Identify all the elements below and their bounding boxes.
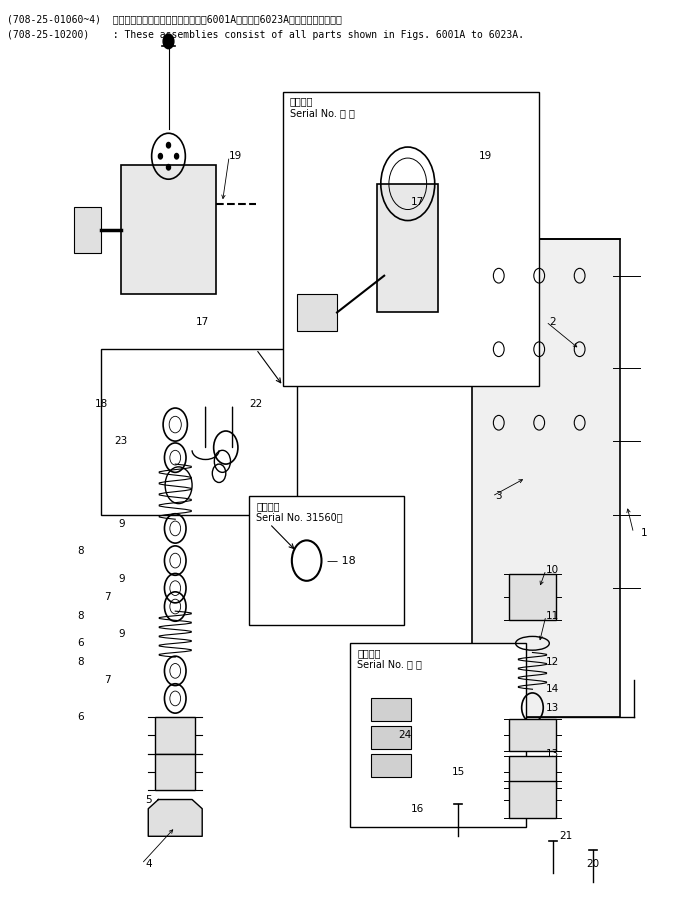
Text: 9: 9 [118,519,125,528]
Text: 1: 1 [640,528,647,538]
Circle shape [175,153,179,159]
Text: 19: 19 [229,152,243,161]
Text: 7: 7 [104,675,111,685]
Text: 21: 21 [559,832,573,841]
Text: (708-25-10200)    : These assemblies consist of all parts shown in Figs. 6001A t: (708-25-10200) : These assemblies consis… [7,30,524,40]
Bar [371,698,411,721]
Text: 10: 10 [546,565,559,574]
Text: 8: 8 [78,657,84,666]
Bar [297,294,337,331]
Polygon shape [148,800,202,836]
Circle shape [166,165,171,170]
Text: 20: 20 [586,859,600,868]
Text: 17: 17 [411,198,425,207]
Text: 18: 18 [94,400,108,409]
Text: 適用号機
Serial No. ・ ～: 適用号機 Serial No. ・ ～ [357,648,422,670]
Text: 5: 5 [145,795,152,804]
Text: 7: 7 [104,593,111,602]
Bar [74,207,101,253]
Bar [377,184,438,312]
Circle shape [163,34,174,49]
Text: 22: 22 [249,400,263,409]
Bar [155,754,195,790]
Text: 8: 8 [78,611,84,620]
Text: 4: 4 [145,859,152,868]
Text: 3: 3 [495,492,502,501]
Text: 19: 19 [479,152,492,161]
Bar [509,755,556,788]
Bar [509,574,556,620]
Text: 14: 14 [546,685,559,694]
Text: 2: 2 [549,317,556,326]
Text: 適用号機
Serial No. ・ ～: 適用号機 Serial No. ・ ～ [290,96,355,119]
Text: 8: 8 [78,547,84,556]
Text: 16: 16 [411,804,425,813]
Bar [509,720,556,752]
Circle shape [166,142,171,148]
Text: 13: 13 [546,749,559,758]
Text: 6: 6 [78,639,84,648]
Bar [155,717,195,754]
Text: 9: 9 [118,630,125,639]
Bar [509,781,556,818]
Text: (708-25-01060~4)  これらのアセンブリの構成部品は第6001A図から第6023A図までごまいます。: (708-25-01060~4) これらのアセンブリの構成部品は第6001A図か… [7,14,342,24]
Bar [371,726,411,749]
Text: 17: 17 [195,317,209,326]
Circle shape [158,153,162,159]
Bar [249,496,404,625]
Text: 適用号機
Serial No. 31560～: 適用号機 Serial No. 31560～ [256,501,343,523]
Text: 11: 11 [546,611,559,620]
Bar [101,349,297,515]
Text: 23: 23 [115,437,128,446]
Bar [121,165,216,294]
Bar [371,754,411,777]
FancyBboxPatch shape [472,239,620,717]
Text: 12: 12 [546,657,559,666]
Text: 6: 6 [78,712,84,721]
Text: 13: 13 [546,703,559,712]
Text: — 18: — 18 [327,556,356,565]
Text: 9: 9 [118,574,125,584]
Bar [350,643,526,827]
Text: 24: 24 [398,731,411,740]
Text: 15: 15 [452,767,465,777]
Bar [283,92,539,386]
